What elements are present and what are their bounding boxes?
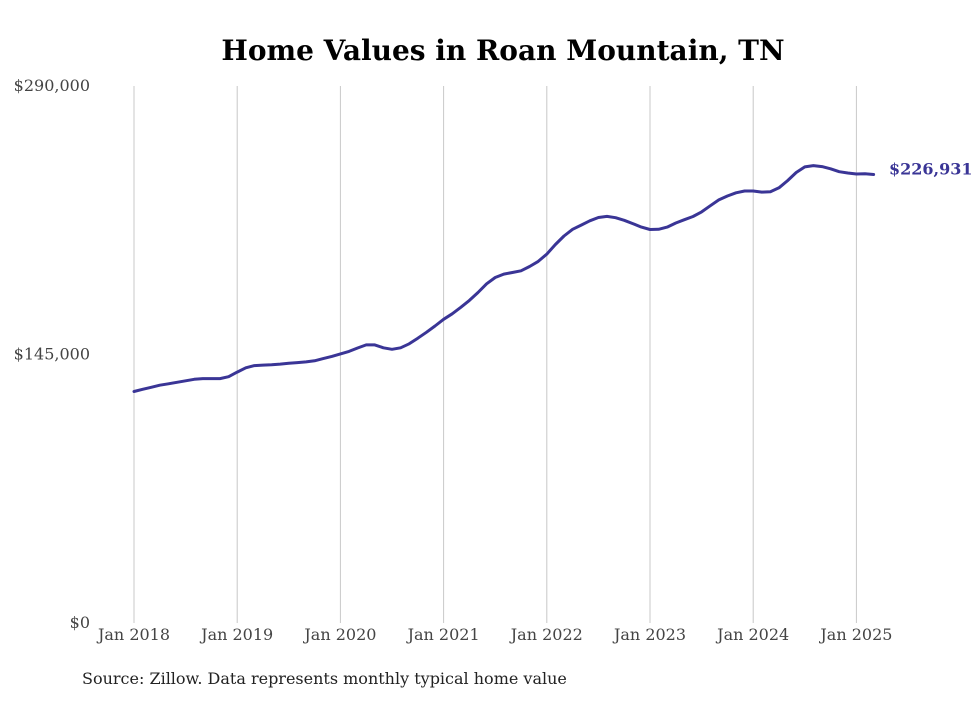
series-line [132,164,876,393]
y-tick-label: $290,000 [14,76,90,95]
chart-title: Home Values in Roan Mountain, TN [221,34,784,67]
y-tick-label: $145,000 [14,345,90,364]
x-tick-label: Jan 2020 [302,625,376,644]
x-tick-label: Jan 2023 [612,625,686,644]
end-value-label: $226,931 [889,160,973,179]
x-tick-label: Jan 2019 [199,625,273,644]
x-tick-label: Jan 2022 [509,625,583,644]
x-tick-label: Jan 2025 [818,625,892,644]
source-note: Source: Zillow. Data represents monthly … [82,669,567,688]
y-tick-label: $0 [70,613,90,632]
x-tick-label: Jan 2024 [715,625,789,644]
x-tick-label: Jan 2018 [96,625,170,644]
x-tick-label: Jan 2021 [406,625,480,644]
